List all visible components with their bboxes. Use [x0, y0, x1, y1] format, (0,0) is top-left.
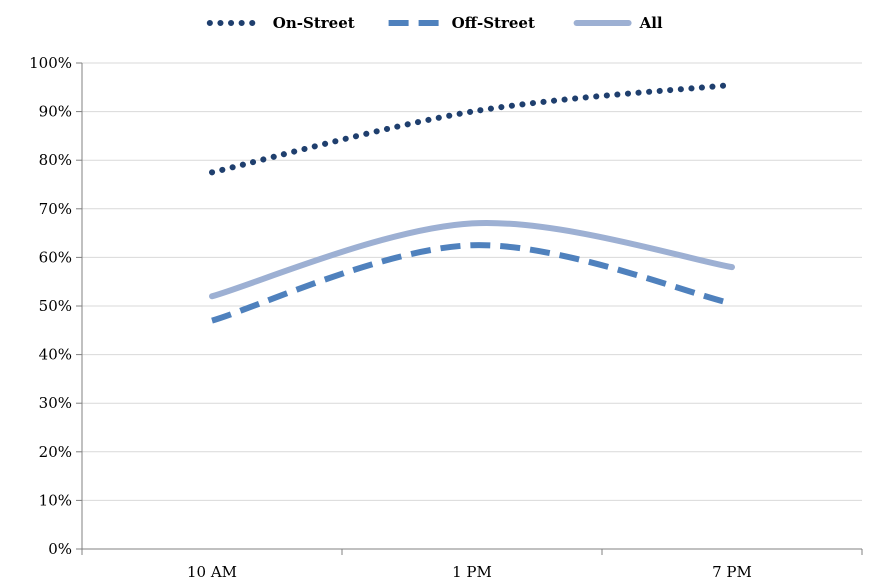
grid: [82, 62, 862, 501]
legend-label: On-Street: [273, 14, 355, 32]
y-tick-label: 90%: [39, 103, 72, 121]
series-lines: [209, 81, 735, 324]
y-tick-label: 100%: [29, 54, 72, 72]
legend-label: Off-Street: [452, 14, 535, 32]
x-tick-label: 7 PM: [712, 563, 752, 581]
y-tick-label: 10%: [39, 491, 72, 509]
x-tick-label: 1 PM: [452, 563, 492, 581]
y-tick-label: 70%: [39, 200, 72, 218]
legend-label: All: [639, 14, 663, 32]
y-tick-label: 30%: [39, 394, 72, 412]
x-tick-label: 10 AM: [187, 563, 237, 581]
y-tick-label: 80%: [39, 151, 72, 169]
series-line-on-street: [209, 81, 735, 176]
y-tick-label: 40%: [39, 346, 72, 364]
legend: On-Street Off-Street All: [206, 14, 663, 32]
axes: 0% 10% 20% 30% 40% 50% 60% 70% 80% 90% 100% 10 AM 1 …: [29, 54, 863, 581]
y-tick-label: 60%: [39, 248, 72, 266]
y-tick-label: 20%: [39, 443, 72, 461]
y-tick-label: 0%: [48, 540, 72, 558]
series-line-all: [209, 219, 735, 300]
y-tick-label: 50%: [39, 297, 72, 315]
series-line-off-street: [211, 242, 733, 324]
